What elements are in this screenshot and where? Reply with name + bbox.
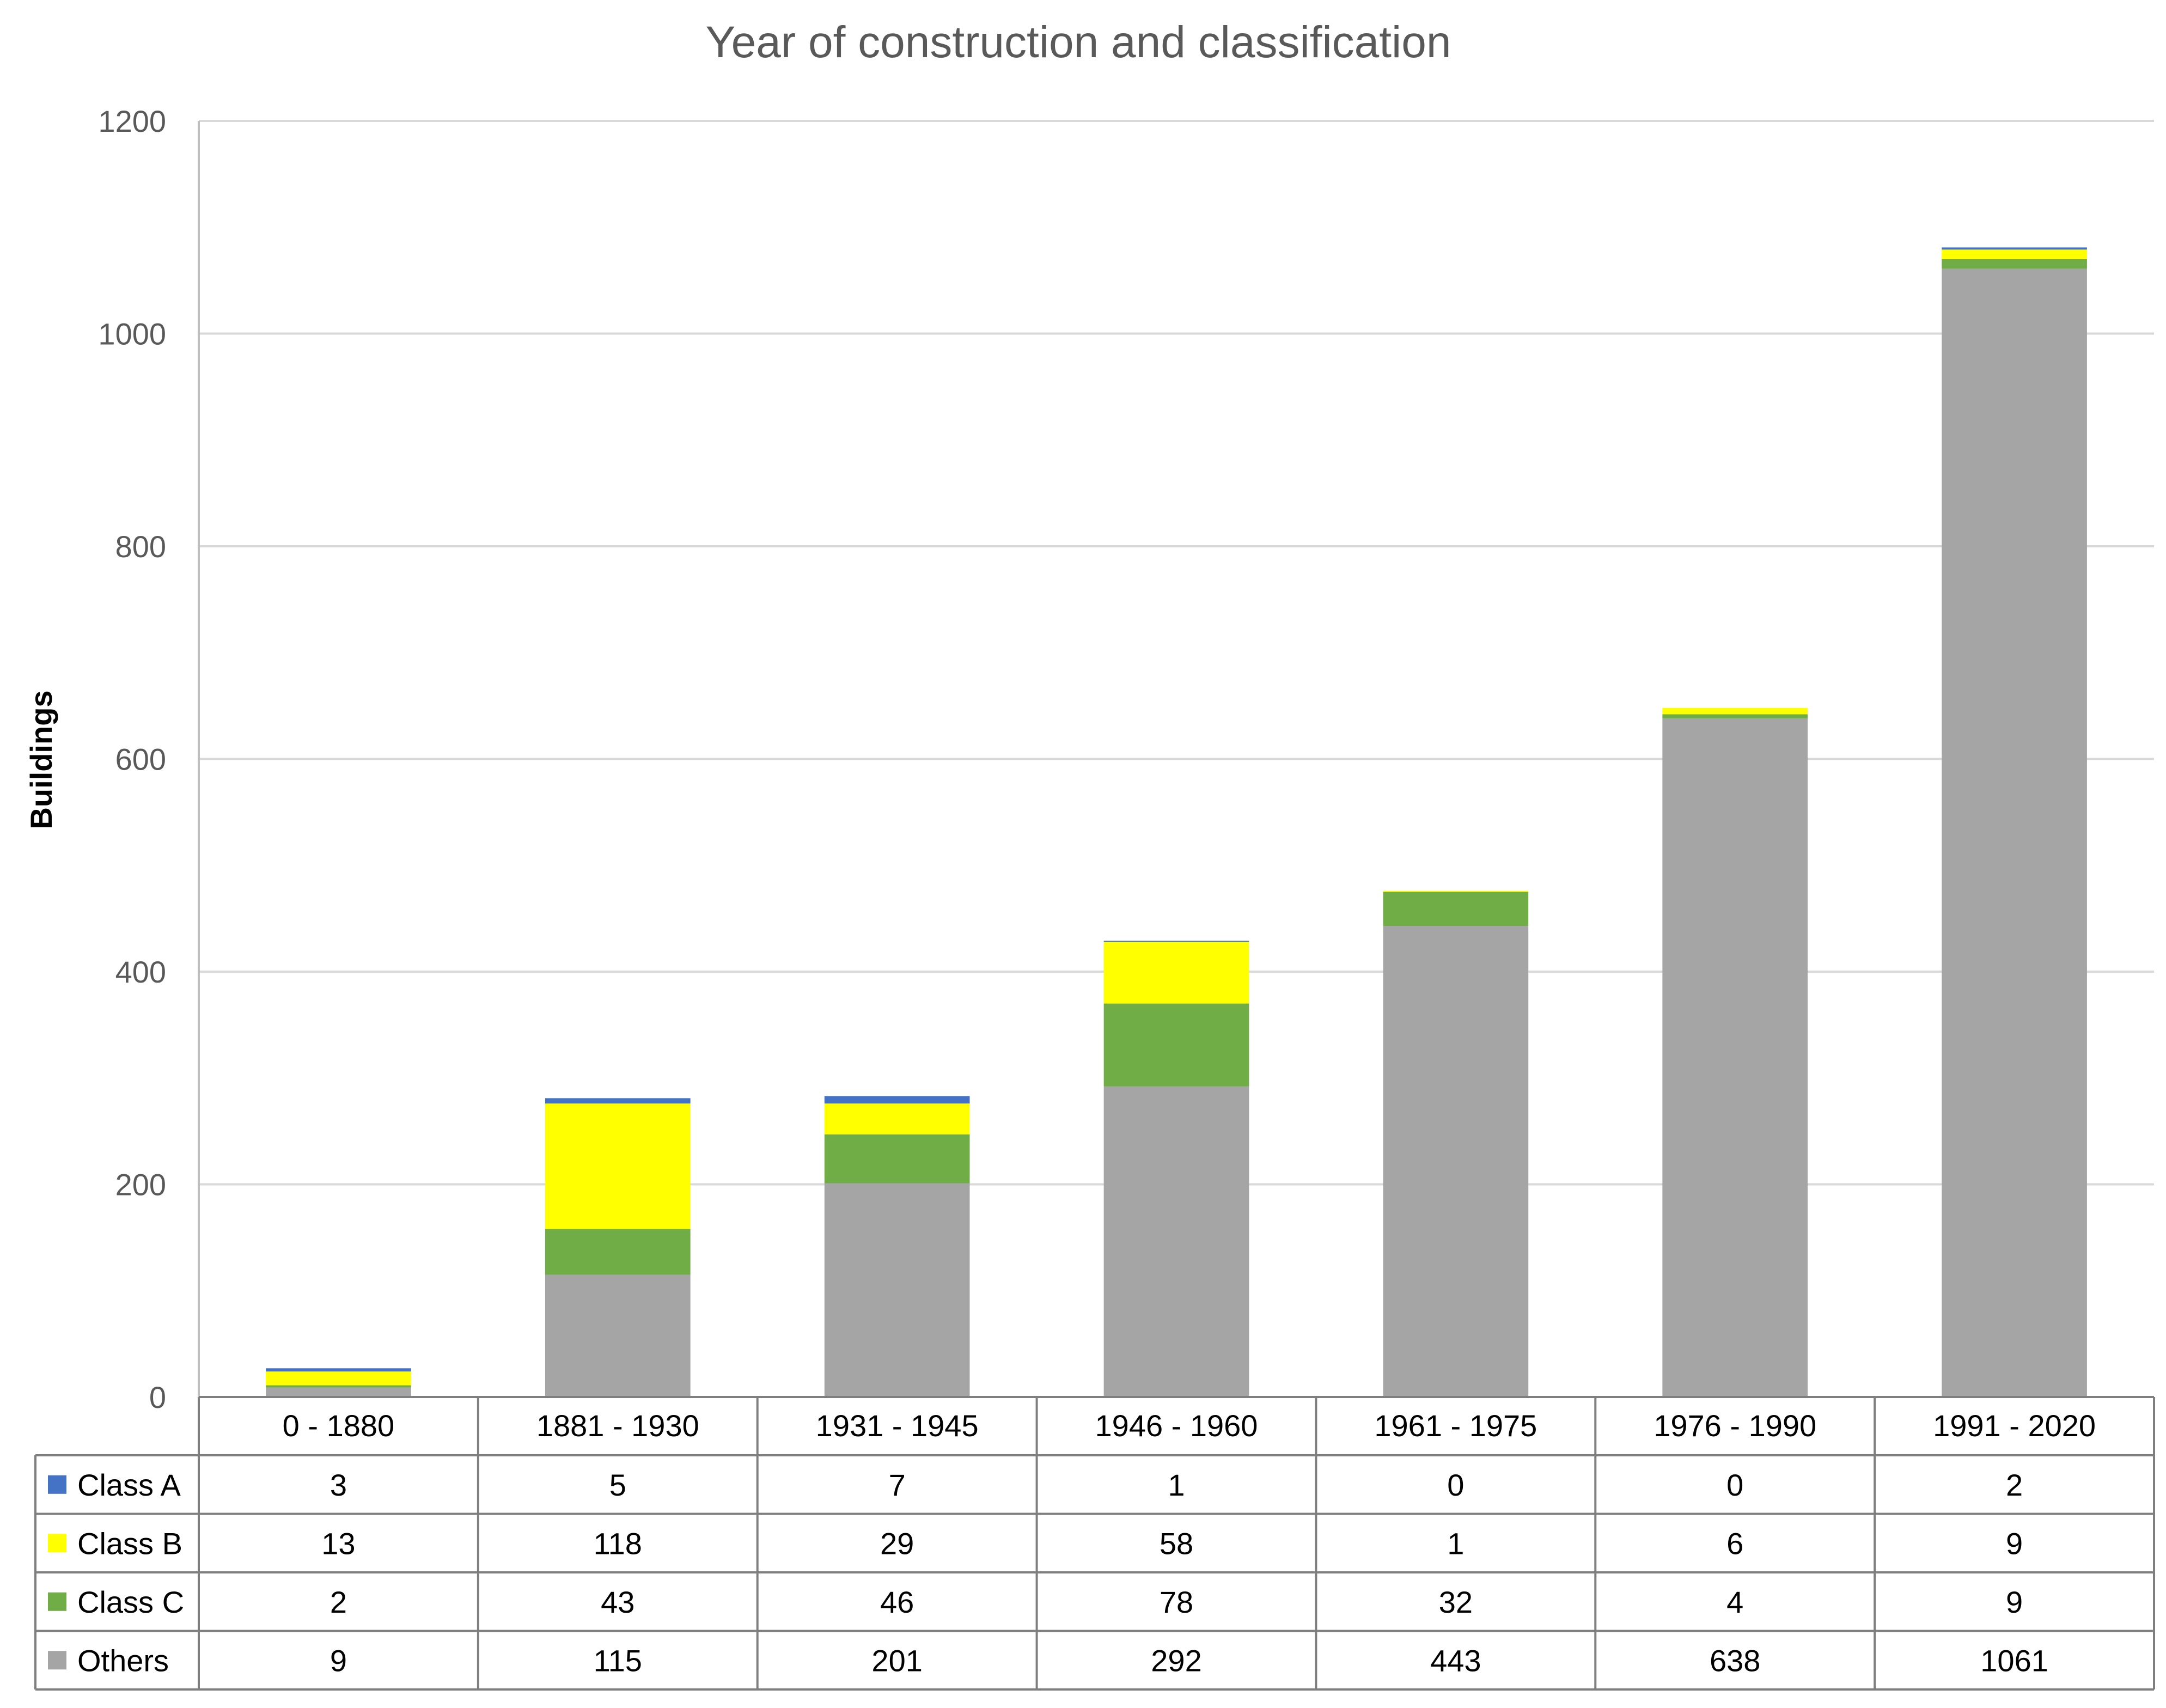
- y-tick-label: 1000: [98, 317, 166, 351]
- table-value: 638: [1710, 1643, 1760, 1677]
- bar-class-c: [1383, 892, 1529, 926]
- y-tick-label: 0: [149, 1380, 166, 1414]
- table-value: 5: [609, 1468, 626, 1502]
- table-value: 1061: [1980, 1643, 2048, 1677]
- table-value: 0: [1447, 1468, 1464, 1502]
- bar-class-a: [1103, 941, 1249, 942]
- table-value: 201: [871, 1643, 922, 1677]
- bar-others: [1383, 926, 1529, 1397]
- table-value: 3: [330, 1468, 347, 1502]
- table-value: 118: [594, 1526, 642, 1560]
- legend-label: Class A: [77, 1468, 181, 1502]
- table-value: 29: [880, 1526, 914, 1560]
- x-tick-label: 1961 - 1975: [1374, 1408, 1537, 1443]
- table-value: 32: [1439, 1585, 1473, 1619]
- bar-class-a: [824, 1096, 970, 1104]
- bar-class-c: [1103, 1003, 1249, 1087]
- y-tick-label: 600: [115, 742, 166, 777]
- table-value: 2: [2006, 1468, 2023, 1502]
- bar-others: [266, 1387, 411, 1397]
- bar-class-c: [545, 1229, 691, 1275]
- y-tick-label: 400: [115, 955, 166, 989]
- legend-label: Class B: [77, 1526, 182, 1560]
- legend-key: [48, 1475, 66, 1494]
- table-value: 1: [1168, 1468, 1185, 1502]
- legend-key: [48, 1592, 66, 1611]
- bar-class-c: [266, 1385, 411, 1388]
- legend-label: Others: [77, 1643, 169, 1677]
- x-tick-label: 1881 - 1930: [536, 1408, 699, 1443]
- bars: [266, 247, 2087, 1398]
- bar-class-a: [545, 1098, 691, 1104]
- legend-key: [48, 1651, 66, 1670]
- bar-class-b: [824, 1103, 970, 1134]
- table-value: 2: [330, 1585, 347, 1619]
- table-value: 7: [889, 1468, 906, 1502]
- legend-label: Class C: [77, 1585, 184, 1619]
- gridlines: [198, 120, 2154, 1397]
- data-table: 0 - 1880 1881 - 1930 1931 - 1945 1946 - 196…: [34, 1396, 2155, 1691]
- bar-others: [1942, 269, 2087, 1398]
- x-tick-label: 1931 - 1945: [816, 1408, 979, 1443]
- chart-title: Year of construction and classification: [706, 17, 1451, 67]
- bar-class-a: [1942, 247, 2087, 250]
- y-axis-label: Buildings: [24, 690, 58, 829]
- bar-class-c: [1942, 259, 2087, 269]
- bar-others: [1662, 718, 1808, 1397]
- table-value: 13: [321, 1526, 355, 1560]
- table-value: 6: [1726, 1526, 1743, 1560]
- table-value: 9: [2006, 1526, 2023, 1560]
- table-value: 46: [880, 1585, 914, 1619]
- table-value: 443: [1430, 1643, 1481, 1677]
- bar-others: [824, 1183, 970, 1397]
- legend-key: [48, 1534, 66, 1553]
- bar-class-b: [545, 1103, 691, 1229]
- table-value: 292: [1151, 1643, 1201, 1677]
- bar-others: [545, 1274, 691, 1397]
- table-value: 0: [1726, 1468, 1743, 1502]
- y-tick-label: 200: [115, 1168, 166, 1202]
- table-value: 4: [1726, 1585, 1743, 1619]
- table-value: 115: [594, 1643, 642, 1677]
- table-value: 78: [1160, 1585, 1193, 1619]
- y-axis-ticks: 0 200 400 600 800 1000 1200: [98, 104, 166, 1414]
- bar-class-b: [1662, 707, 1808, 715]
- bar-class-a: [266, 1368, 411, 1372]
- bar-class-b: [1103, 942, 1249, 1004]
- table-value: 1: [1447, 1526, 1464, 1560]
- bar-class-c: [1662, 714, 1808, 719]
- bar-class-b: [1383, 890, 1529, 892]
- bar-class-b: [266, 1371, 411, 1386]
- table-value: 9: [330, 1643, 347, 1677]
- y-tick-label: 1200: [98, 104, 166, 138]
- table-value: 9: [2006, 1585, 2023, 1619]
- x-tick-label: 0 - 1880: [283, 1408, 395, 1443]
- x-tick-label: 1946 - 1960: [1095, 1408, 1258, 1443]
- table-value: 43: [601, 1585, 634, 1619]
- y-tick-label: 800: [115, 529, 166, 564]
- bar-others: [1103, 1086, 1249, 1397]
- bar-class-b: [1942, 249, 2087, 259]
- table-value: 58: [1160, 1526, 1193, 1560]
- x-tick-label: 1991 - 2020: [1933, 1408, 2096, 1443]
- x-tick-label: 1976 - 1990: [1654, 1408, 1816, 1443]
- bar-class-c: [824, 1134, 970, 1184]
